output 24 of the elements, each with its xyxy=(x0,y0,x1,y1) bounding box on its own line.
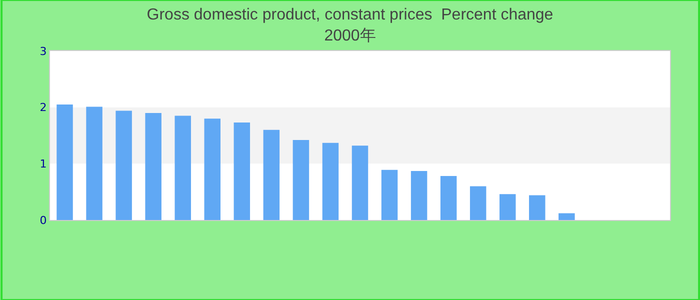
chart-title: Gross domestic product, constant prices Percent change xyxy=(146,6,554,24)
chart-subtitle: 2000年 xyxy=(324,27,376,44)
bar xyxy=(322,142,339,220)
bar xyxy=(470,186,486,220)
bar xyxy=(352,146,368,220)
bar xyxy=(410,170,428,220)
y-tick-label: 2 xyxy=(40,101,47,114)
bar xyxy=(263,130,280,220)
bar xyxy=(116,110,132,220)
bar xyxy=(500,194,516,220)
bar xyxy=(145,112,162,220)
y-tick-label: 3 xyxy=(40,44,47,58)
bar xyxy=(440,176,457,220)
bar xyxy=(204,118,220,220)
bar xyxy=(529,195,546,220)
bar xyxy=(86,106,102,220)
y-tick-label: 0 xyxy=(40,214,47,227)
bar xyxy=(174,116,191,220)
y-tick-label: 1 xyxy=(40,158,47,171)
bar xyxy=(558,213,575,220)
bar xyxy=(292,140,310,220)
bar xyxy=(381,170,398,220)
bar xyxy=(234,122,250,220)
bar xyxy=(56,104,73,220)
